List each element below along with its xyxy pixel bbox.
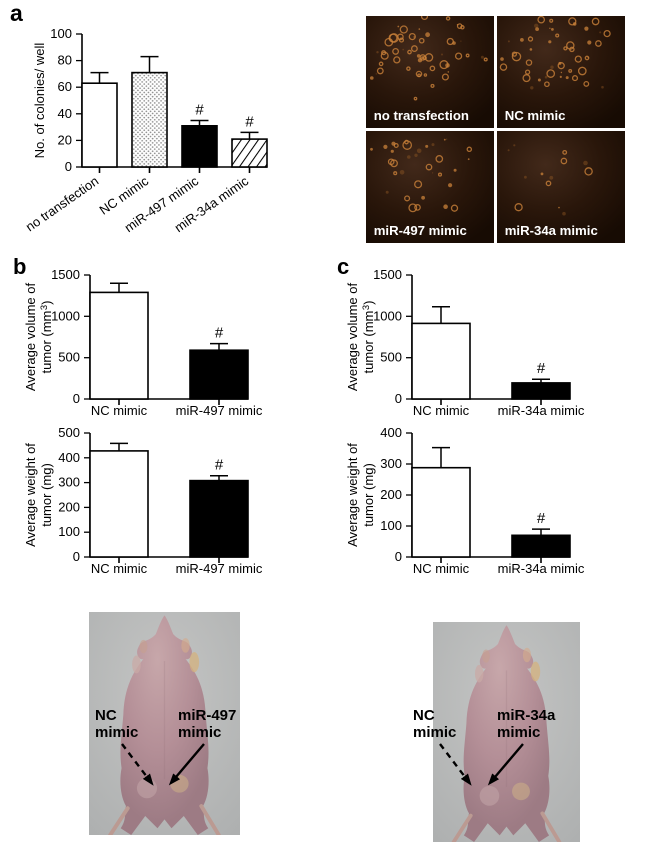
svg-text:miR-497 mimic: miR-497 mimic: [176, 403, 263, 418]
svg-text:NC mimic: NC mimic: [505, 108, 566, 123]
svg-text:0: 0: [395, 549, 402, 564]
svg-text:80: 80: [58, 53, 72, 68]
svg-text:40: 40: [58, 106, 72, 121]
svg-text:#: #: [215, 457, 224, 474]
svg-text:Average weight of: Average weight of: [23, 443, 38, 547]
svg-text:Average volume of: Average volume of: [23, 283, 38, 392]
svg-text:60: 60: [58, 79, 72, 94]
svg-text:200: 200: [58, 499, 80, 514]
svg-text:0: 0: [395, 391, 402, 406]
svg-text:#: #: [195, 102, 204, 119]
svg-text:NC mimic: NC mimic: [91, 561, 148, 576]
svg-text:tumor (mg): tumor (mg): [39, 463, 54, 527]
svg-text:500: 500: [380, 350, 402, 365]
svg-text:300: 300: [58, 475, 80, 490]
svg-text:NC mimic: NC mimic: [91, 403, 148, 418]
svg-text:#: #: [537, 360, 546, 377]
svg-text:20: 20: [58, 132, 72, 147]
svg-text:no transfection: no transfection: [374, 108, 469, 123]
svg-text:#: #: [215, 325, 224, 342]
svg-text:NC mimic: NC mimic: [413, 403, 470, 418]
svg-text:NC mimic: NC mimic: [413, 561, 470, 576]
svg-text:100: 100: [380, 518, 402, 533]
svg-text:0: 0: [73, 549, 80, 564]
svg-text:miR-34a mimic: miR-34a mimic: [505, 223, 598, 238]
svg-text:miR-34a mimic: miR-34a mimic: [498, 561, 585, 576]
svg-text:0: 0: [73, 391, 80, 406]
svg-text:400: 400: [58, 450, 80, 465]
svg-text:miR-34a mimic: miR-34a mimic: [498, 403, 585, 418]
svg-text:300: 300: [380, 456, 402, 471]
svg-text:1000: 1000: [373, 308, 402, 323]
svg-text:Average volume of: Average volume of: [345, 283, 360, 392]
svg-text:No. of colonies/ well: No. of colonies/ well: [32, 43, 47, 159]
svg-text:0: 0: [65, 159, 72, 174]
svg-text:200: 200: [380, 487, 402, 502]
svg-text:500: 500: [58, 350, 80, 365]
svg-text:miR-497 mimic: miR-497 mimic: [374, 223, 467, 238]
svg-text:1000: 1000: [51, 308, 80, 323]
svg-text:tumor (mg): tumor (mg): [361, 463, 376, 527]
svg-text:no transfection: no transfection: [23, 173, 101, 234]
svg-text:1500: 1500: [373, 267, 402, 282]
svg-text:1500: 1500: [51, 267, 80, 282]
svg-text:#: #: [245, 113, 254, 130]
svg-text:Average weight of: Average weight of: [345, 443, 360, 547]
svg-text:#: #: [537, 510, 546, 527]
svg-text:400: 400: [380, 425, 402, 440]
svg-text:500: 500: [58, 425, 80, 440]
svg-text:100: 100: [58, 524, 80, 539]
svg-text:miR-497 mimic: miR-497 mimic: [176, 561, 263, 576]
svg-text:100: 100: [50, 26, 72, 41]
